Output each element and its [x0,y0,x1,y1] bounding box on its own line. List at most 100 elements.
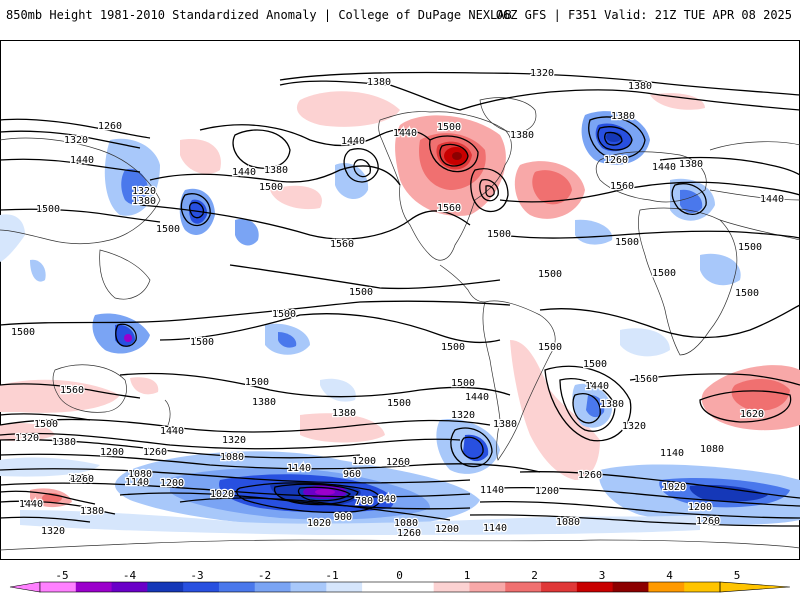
positive-anomaly-npac2 [270,185,322,210]
contour-low-us-2 [479,179,499,202]
contour-960-ant [236,482,382,514]
contour-low-cam [115,323,137,347]
legend-tick-label: 2 [531,570,538,582]
contour-1620-sio [699,390,792,423]
contour-label: 1440 [232,167,256,178]
legend-tick-label: -4 [123,570,137,582]
contour-label: 1500 [190,337,214,348]
contour-label: 1200 [535,486,559,497]
contour-label: 1500 [11,327,35,338]
contour-1200-south [0,468,471,484]
contour-label: 1440 [70,155,94,166]
contour-label: 1440 [585,381,609,392]
contour-1440-satl [544,365,632,442]
legend-swatch [397,582,435,592]
contour-1260-se [519,471,800,499]
legend-swatch [40,582,77,592]
contour-low-npac-2 [353,159,371,178]
contour-1500-eq [0,300,511,326]
negative-anomaly-ant-center [315,489,335,495]
legend-swatch [505,582,542,592]
contour-1080-se [469,514,800,527]
contour-label: 1320 [530,68,554,79]
contour-label: 1320 [222,435,246,446]
legend-tick-label: -3 [190,570,203,582]
contour-label: 1320 [451,410,475,421]
negative-anomaly-w [0,214,25,262]
contour-1560-sio [629,373,800,386]
negative-anomaly-atl [575,219,613,245]
coast-asia-west [0,137,161,245]
contour-label: 1440 [393,128,417,139]
map-canvas: 1320 1380 1380 1260 1320 1440 1320 1380 … [0,40,800,560]
contour-1500-south [119,372,511,398]
negative-anomaly-spac-core [278,332,297,348]
contour-label: 1440 [760,194,784,205]
contour-label: 1380 [252,397,276,408]
contour-1380-satl [559,378,616,432]
contour-1500-trop [159,313,501,344]
contour-label: 1380 [493,419,517,430]
contour-label: 1440 [19,499,43,510]
contour-1560-npac [139,204,471,240]
contour-sw-1320 [0,516,91,523]
contour-1020-ant [179,497,451,521]
contour-label: 1380 [80,506,104,517]
legend-tick-label: -1 [325,570,338,582]
contour-1200-se [499,486,800,507]
legend-swatch [362,582,399,592]
map-title: 850mb Height 1981-2010 Standardized Anom… [6,8,512,22]
contour-label: 1500 [735,288,759,299]
contour-label: 1020 [662,482,686,493]
contour-low-npac [343,148,379,183]
contour-low-us-3 [485,185,495,198]
contour-low-spac-2 [460,436,484,460]
contour-label: 1500 [349,287,373,298]
positive-anomaly-sam [130,377,159,395]
anomaly-shading [0,91,800,535]
coast-antarctica [0,539,800,551]
contour-e-1500 [499,230,800,239]
contour-1260-south [0,453,541,473]
positive-anomaly-eur [650,93,705,110]
negative-anomaly-npac3 [235,218,259,246]
legend-tick-label: 5 [734,570,741,582]
map-header: 850mb Height 1981-2010 Standardized Anom… [0,0,800,30]
contour-label: 1560 [330,239,354,250]
contour-label: 1500 [583,359,607,370]
positive-anomaly-satl [510,340,600,480]
contour-e-1440 [659,156,800,176]
contour-label: 1200 [160,478,184,489]
legend-swatch [111,582,148,592]
contour-label: 1260 [604,155,628,166]
anomaly-map[interactable]: 1320 1380 1380 1260 1320 1440 1320 1380 … [0,40,800,560]
coast-asia [709,141,800,241]
contour-1140-se [479,500,800,519]
contour-1380-north [279,80,800,111]
contour-label: 1440 [465,392,489,403]
contour-label: 1200 [435,524,459,535]
coast-north-america [378,111,512,261]
contour-label: 1260 [397,528,421,539]
positive-anomaly-sw2 [0,423,55,442]
contour-1080-south [119,492,471,510]
contour-1500-npac [149,165,401,186]
contour-label: 1500 [259,182,283,193]
contour-w-1320 [0,130,141,149]
contour-label: 1380 [679,159,703,170]
contour-sw-1380 [0,500,116,515]
model-run-info: 06Z GFS | F351 Valid: 21Z TUE APR 08 202… [495,8,792,22]
negative-anomaly-asia2 [700,253,741,286]
contour-w-1440 [0,158,141,173]
contour-label: 1500 [738,242,762,253]
contour-1320-south [0,439,361,459]
contour-label: 840 [378,494,396,505]
contour-sw-1500 [0,413,91,421]
legend-tick-label: 0 [396,570,403,582]
coast-south-america [482,300,556,461]
contour-1440-npac [199,124,431,147]
contour-label: 1500 [441,342,465,353]
contour-low-us [470,168,509,213]
contour-label: 1440 [341,136,365,147]
legend-swatch [75,582,112,592]
